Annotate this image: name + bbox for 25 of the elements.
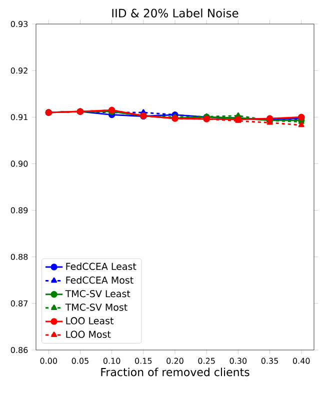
x-tick-label: 0.05 bbox=[72, 358, 88, 364]
legend-label: TMC-SV Least bbox=[65, 290, 130, 298]
y-tick-label: 0.89 bbox=[10, 207, 28, 214]
x-tick-label: 0.30 bbox=[230, 358, 247, 364]
y-tick-label: 0.87 bbox=[10, 300, 28, 306]
y-tick-label: 0.88 bbox=[10, 254, 28, 260]
x-tick-label: 0.35 bbox=[261, 358, 278, 364]
y-tick-label: 0.90 bbox=[10, 160, 28, 167]
x-tick-label: 0.10 bbox=[103, 358, 120, 364]
y-tick-label: 0.92 bbox=[10, 68, 28, 74]
legend-label: TMC-SV Most bbox=[65, 304, 128, 311]
legend-label: LOO Most bbox=[66, 330, 111, 338]
legend-label: LOO Least bbox=[66, 317, 114, 324]
y-tick-label: 0.93 bbox=[10, 20, 28, 28]
x-tick-label: 0.25 bbox=[198, 358, 215, 364]
legend-label: FedCCEA Least bbox=[66, 262, 136, 270]
x-tick-label: 0.40 bbox=[292, 358, 310, 364]
y-tick-label: 0.91 bbox=[10, 114, 28, 120]
x-tick-label: 0.00 bbox=[40, 358, 58, 364]
x-tick-label: 0.15 bbox=[135, 358, 152, 364]
legend-label: FedCCEA Most bbox=[66, 276, 134, 284]
x-tick-label: 0.20 bbox=[166, 358, 184, 364]
x-axis-title: Fraction of removed clients bbox=[101, 368, 250, 376]
chart-title: IID & 20% Label Noise bbox=[112, 8, 238, 18]
y-tick-label: 0.86 bbox=[10, 346, 28, 354]
